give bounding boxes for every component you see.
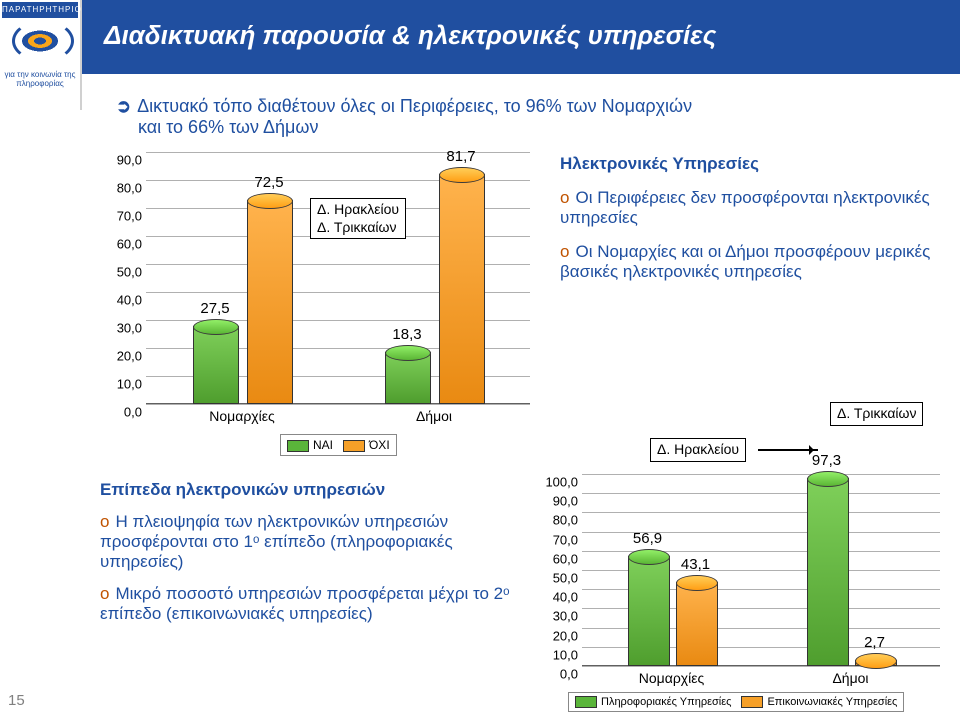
chart2-legend-1: Επικοινωνιακές Υπηρεσίες	[767, 696, 897, 708]
chart2-legend: Πληροφοριακές Υπηρεσίες Επικοινωνιακές Υ…	[568, 692, 904, 712]
ytick-label: 70,0	[100, 209, 146, 224]
chart2-legend-0: Πληροφοριακές Υπηρεσίες	[601, 696, 731, 708]
bullet-o-icon: o	[100, 584, 109, 603]
ytick-label: 10,0	[536, 647, 582, 662]
bar-value-label: 27,5	[185, 300, 245, 317]
bar	[628, 556, 670, 666]
bar	[385, 352, 431, 404]
logo-top-text: ΠΑΡΑΤΗΡΗΤΗΡΙΟ	[2, 2, 78, 18]
bar	[439, 174, 485, 404]
chart1-callout: Δ. Ηρακλείου Δ. Τρικκαίων	[310, 198, 406, 239]
chart1-callout-line2: Δ. Τρικκαίων	[317, 219, 396, 235]
ytick-label: 70,0	[536, 532, 582, 547]
slide-title: Διαδικτυακή παρουσία & ηλεκτρονικές υπηρ…	[104, 20, 716, 51]
ytick-label: 100,0	[536, 475, 582, 490]
ytick-label: 20,0	[536, 628, 582, 643]
ytick-label: 80,0	[100, 181, 146, 196]
legend-swatch-green	[287, 440, 309, 452]
category-label: Νομαρχίες	[639, 666, 704, 686]
intro-bullet: ➲ Δικτυακό τόπο διαθέτουν όλες οι Περιφέρ…	[116, 96, 692, 138]
bottom-left-text-block: Επίπεδα ηλεκτρονικών υπηρεσιών oΗ πλειοψ…	[100, 480, 520, 636]
legend-swatch-green	[575, 696, 597, 708]
category-label: Δήμοι	[832, 666, 868, 686]
gridline	[582, 493, 940, 494]
bar	[676, 582, 718, 666]
chart1-plot-area: 0,010,020,030,040,050,060,070,080,090,02…	[146, 152, 530, 404]
bar-value-label: 81,7	[431, 148, 491, 165]
ytick-label: 10,0	[100, 377, 146, 392]
right-heading: Ηλεκτρονικές Υπηρεσίες	[560, 154, 940, 174]
logo-bottom-text: για την κοινωνία της πληροφορίας	[0, 70, 80, 88]
bar-value-label: 72,5	[239, 174, 299, 191]
chart1-callout-line1: Δ. Ηρακλείου	[317, 201, 399, 217]
bar	[193, 326, 239, 404]
ytick-label: 60,0	[536, 551, 582, 566]
chart1-legend: ΝΑΙ ΌΧΙ	[280, 434, 397, 456]
right-p2: Οι Νομαρχίες και οι Δήμοι προσφέρουν μερ…	[560, 242, 930, 281]
page-number: 15	[8, 692, 25, 709]
ytick-label: 20,0	[100, 349, 146, 364]
category-label: Δήμοι	[416, 404, 452, 424]
chart2-callout2: Δ. Τρικκαίων	[830, 402, 923, 426]
ytick-label: 30,0	[100, 321, 146, 336]
ytick-label: 80,0	[536, 513, 582, 528]
ytick-label: 40,0	[536, 590, 582, 605]
bl-heading: Επίπεδα ηλεκτρονικών υπηρεσιών	[100, 480, 520, 500]
legend-swatch-orange	[741, 696, 763, 708]
logo-eye-icon	[14, 26, 66, 56]
bl-p1: Η πλειοψηφία των ηλεκτρονικών υπηρεσιών …	[100, 512, 453, 571]
bar	[247, 200, 293, 404]
ytick-label: 0,0	[100, 405, 146, 420]
bullet-o-icon: o	[560, 188, 569, 207]
intro-line1: Δικτυακό τόπο διαθέτουν όλες οι Περιφέρε…	[137, 96, 692, 116]
gridline	[582, 512, 940, 513]
chart-service-levels: 0,0 10,0 20,0 30,0 40,0 50,0 60,0 70,0 80,0 90,0 1…	[530, 402, 950, 712]
ytick-label: 40,0	[100, 293, 146, 308]
bar-value-label: 56,9	[618, 530, 678, 547]
gridline	[582, 474, 940, 475]
bar-value-label: 97,3	[797, 452, 857, 469]
bl-p2: Μικρό ποσοστό υπηρεσιών προσφέρεται μέχρ…	[100, 584, 510, 623]
bar-value-label: 18,3	[377, 326, 437, 343]
gridline	[146, 404, 530, 405]
bar-value-label: 43,1	[666, 556, 726, 573]
right-text-block: Ηλεκτρονικές Υπηρεσίες oΟι Περιφέρειες δ…	[560, 154, 940, 296]
ytick-label: 90,0	[100, 153, 146, 168]
ytick-label: 50,0	[100, 265, 146, 280]
bar-value-label: 2,7	[845, 634, 905, 651]
bar	[807, 478, 849, 666]
ytick-label: 50,0	[536, 571, 582, 586]
bullet-o-icon: o	[560, 242, 569, 261]
ytick-label: 30,0	[536, 609, 582, 624]
chart2-callout1: Δ. Ηρακλείου	[650, 438, 746, 462]
chart1-legend-0: ΝΑΙ	[313, 438, 333, 452]
ytick-label: 0,0	[536, 667, 582, 682]
bullet-o-icon: o	[100, 512, 109, 531]
intro-line2: και το 66% των Δήμων	[138, 117, 692, 138]
right-p1: Οι Περιφέρειες δεν προσφέρονται ηλεκτρον…	[560, 188, 930, 227]
chart-nai-oxi: 0,0 10,0 20,0 30,0 40,0 50,0 60,0 70,0 80,0 90,0 2…	[100, 152, 530, 452]
bullet-arrow-icon: ➲	[116, 96, 131, 116]
ytick-label: 90,0	[536, 494, 582, 509]
chart1-legend-1: ΌΧΙ	[369, 438, 390, 452]
chart2-arrow1	[758, 449, 818, 451]
legend-swatch-orange	[343, 440, 365, 452]
chart2-plot-area: 0,010,020,030,040,050,060,070,080,090,01…	[582, 474, 940, 666]
ytick-label: 60,0	[100, 237, 146, 252]
category-label: Νομαρχίες	[209, 404, 274, 424]
logo-box: ΠΑΡΑΤΗΡΗΤΗΡΙΟ για την κοινωνία της πληρο…	[0, 0, 82, 110]
